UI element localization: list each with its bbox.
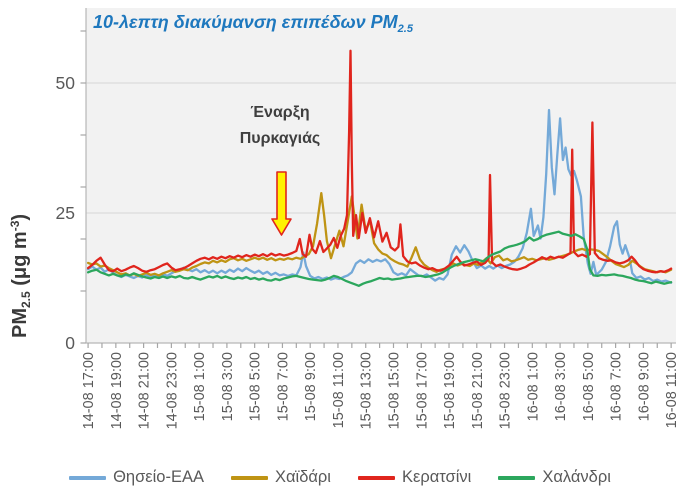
- chart-title: 10-λεπτη διακύμανση επιπέδων PM2.5: [93, 12, 413, 35]
- y-axis-label-units: (μg m: [9, 231, 31, 292]
- legend-label: Κερατσίνι: [401, 468, 472, 486]
- series-line-Χαϊδάρι: [86, 192, 673, 278]
- x-tick-label: 15-08 23:00: [498, 352, 514, 429]
- y-tick-label: 25: [56, 203, 75, 223]
- fire-start-annotation: Έναρξη Πυρκαγιάς: [225, 100, 335, 152]
- x-tick-label: 15-08 15:00: [386, 352, 402, 429]
- legend-label: Χαλάνδρι: [542, 468, 611, 486]
- down-arrow-icon: [271, 171, 292, 237]
- y-tick-label: 0: [65, 333, 75, 353]
- x-tick-label: 14-08 17:00: [81, 352, 97, 429]
- series-line-Θησείο-ΕΑΑ: [86, 108, 673, 284]
- axis-lines: [85, 8, 676, 344]
- x-tick-label: 15-08 5:00: [248, 352, 264, 421]
- x-tick-label: 14-08 19:00: [109, 352, 125, 429]
- annotation-line1: Έναρξη: [250, 104, 310, 121]
- x-tick-label: 16-08 5:00: [581, 352, 597, 421]
- legend-swatch: [357, 475, 395, 480]
- gridlines: [86, 82, 676, 214]
- x-tick-label: 16-08 1:00: [525, 352, 541, 421]
- y-axis-label: PM2.5 (μg m-3): [8, 214, 33, 338]
- y-axis-ticks: 0 25 50: [56, 30, 86, 353]
- x-tick-label: 15-08 7:00: [275, 352, 291, 421]
- x-tick-label: 15-08 1:00: [192, 352, 208, 421]
- x-tick-label: 16-08 11:00: [664, 352, 680, 428]
- y-axis-label-close: ): [9, 213, 31, 221]
- legend-item: Θησείο-ΕΑΑ: [69, 468, 204, 487]
- x-axis-ticks: 14-08 17:00 14-08 19:00 14-08 21:00 14-08 2…: [81, 343, 680, 429]
- x-tick-label: 15-08 3:00: [220, 352, 236, 421]
- x-tick-label: 16-08 3:00: [553, 352, 569, 421]
- legend-swatch: [498, 475, 536, 480]
- series-line-Χαλάνδρι: [86, 230, 673, 287]
- legend-item: Χαϊδάρι: [230, 468, 331, 487]
- legend-item: Κερατσίνι: [357, 468, 472, 487]
- y-axis-label-pm: PM: [9, 308, 31, 338]
- legend-swatch: [69, 475, 107, 480]
- x-tick-label: 16-08 9:00: [636, 352, 652, 421]
- x-tick-label: 15-08 9:00: [303, 352, 319, 421]
- x-tick-label: 15-08 19:00: [442, 352, 458, 429]
- legend-item: Χαλάνδρι: [498, 468, 611, 487]
- x-tick-label: 15-08 13:00: [359, 352, 375, 429]
- y-axis-label-sub: 2.5: [19, 291, 33, 308]
- legend-label: Θησείο-ΕΑΑ: [113, 468, 204, 486]
- annotation-line2: Πυρκαγιάς: [239, 130, 321, 147]
- chart-title-text: 10-λεπτη διακύμανση επιπέδων PM: [93, 12, 398, 32]
- x-tick-label: 14-08 23:00: [164, 352, 180, 429]
- y-tick-label: 50: [56, 73, 76, 93]
- x-tick-label: 16-08 7:00: [609, 352, 625, 421]
- x-tick-label: 15-08 11:00: [331, 352, 347, 428]
- x-tick-label: 14-08 21:00: [137, 352, 153, 429]
- x-tick-label: 15-08 17:00: [414, 352, 430, 429]
- y-axis-label-exp: -3: [8, 220, 22, 232]
- chart-title-subscript: 2.5: [397, 23, 413, 35]
- plot-area: [86, 8, 676, 343]
- series-line-Κερατσίνι: [86, 49, 673, 274]
- x-tick-label: 15-08 21:00: [470, 352, 486, 429]
- chart-legend: Θησείο-ΕΑΑ Χαϊδάρι Κερατσίνι Χαλάνδρι: [0, 468, 680, 487]
- legend-label: Χαϊδάρι: [274, 468, 331, 486]
- legend-swatch: [230, 475, 268, 480]
